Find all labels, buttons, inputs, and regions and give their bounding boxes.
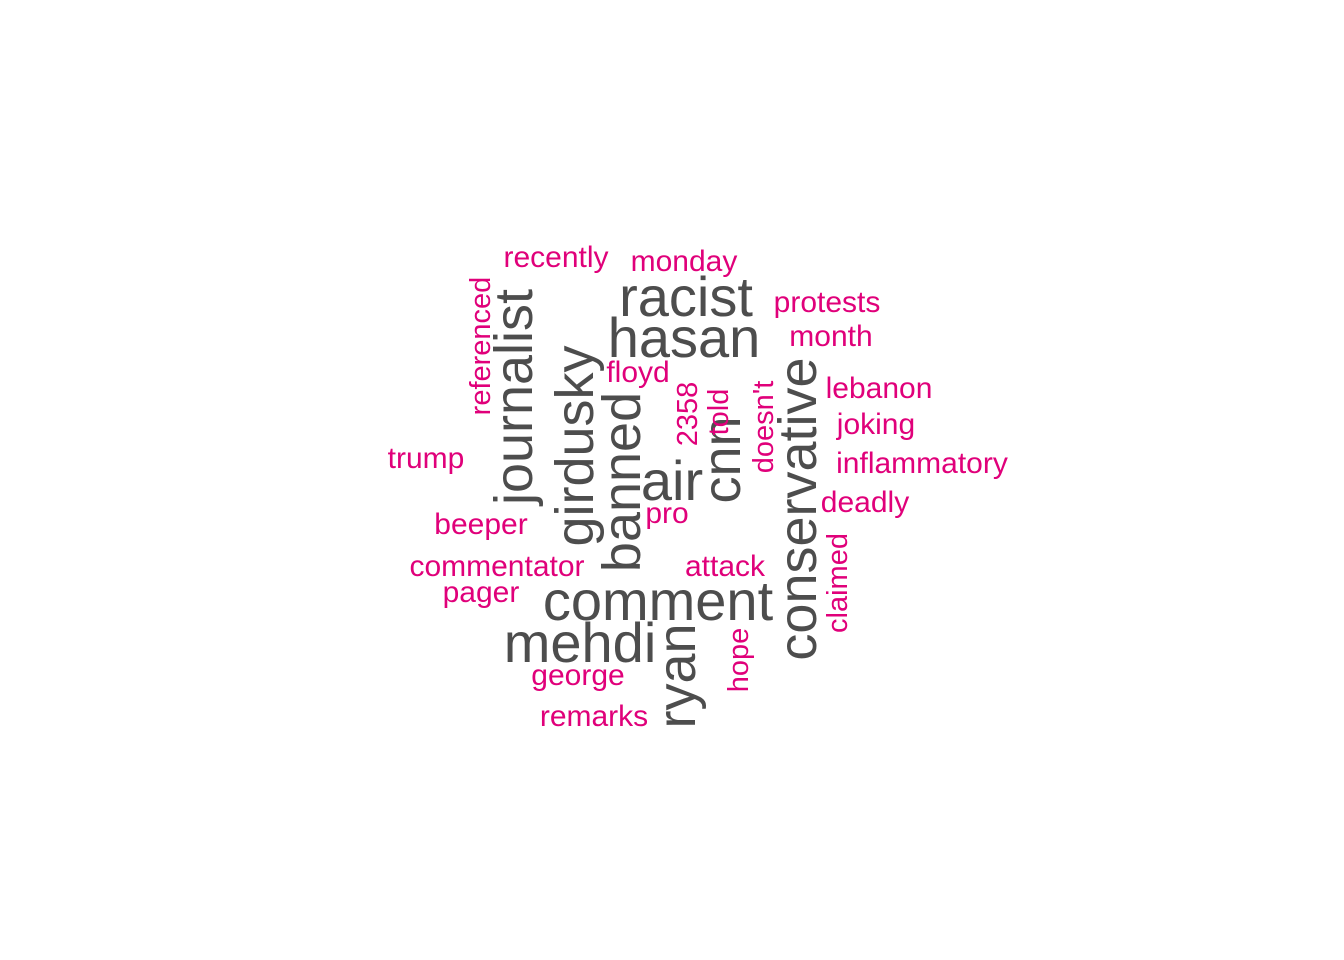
word-monday: monday <box>631 245 738 278</box>
major-words: racist hasan comment mehdi air journalis… <box>484 265 828 729</box>
word-2358: 2358 <box>672 382 704 447</box>
word-joking: joking <box>836 408 915 441</box>
word-banned: banned <box>592 392 652 572</box>
word-told: told <box>703 389 735 436</box>
word-ryan: ryan <box>647 623 707 728</box>
word-girdusky: girdusky <box>545 345 605 546</box>
word-month: month <box>789 320 872 353</box>
word-deadly: deadly <box>821 486 909 519</box>
word-commentator: commentator <box>409 550 584 583</box>
word-beeper: beeper <box>434 508 527 541</box>
word-claimed: claimed <box>822 533 854 633</box>
word-attack: attack <box>685 550 766 583</box>
word-air: air <box>641 449 703 512</box>
word-comment: comment <box>543 569 774 632</box>
word-conservative: conservative <box>768 357 828 660</box>
word-inflammatory: inflammatory <box>836 447 1008 480</box>
word-hasan: hasan <box>608 306 761 369</box>
word-recently: recently <box>503 241 608 274</box>
word-protests: protests <box>774 286 881 319</box>
word-floyd: floyd <box>606 356 669 389</box>
minor-words: recently monday protests month floyd leb… <box>388 241 1008 733</box>
word-hope: hope <box>723 628 755 693</box>
word-pager: pager <box>443 576 520 609</box>
word-referenced: referenced <box>465 277 497 416</box>
word-remarks: remarks <box>540 700 648 733</box>
word-doesnt: doesn't <box>748 381 780 474</box>
word-journalist: journalist <box>484 289 544 507</box>
word-george: george <box>531 659 624 692</box>
word-trump: trump <box>388 442 465 475</box>
word-pro: pro <box>645 497 688 530</box>
word-lebanon: lebanon <box>826 372 933 405</box>
word-cnn: cnn <box>692 416 752 503</box>
word-mehdi: mehdi <box>504 611 657 674</box>
word-racist: racist <box>619 265 753 328</box>
